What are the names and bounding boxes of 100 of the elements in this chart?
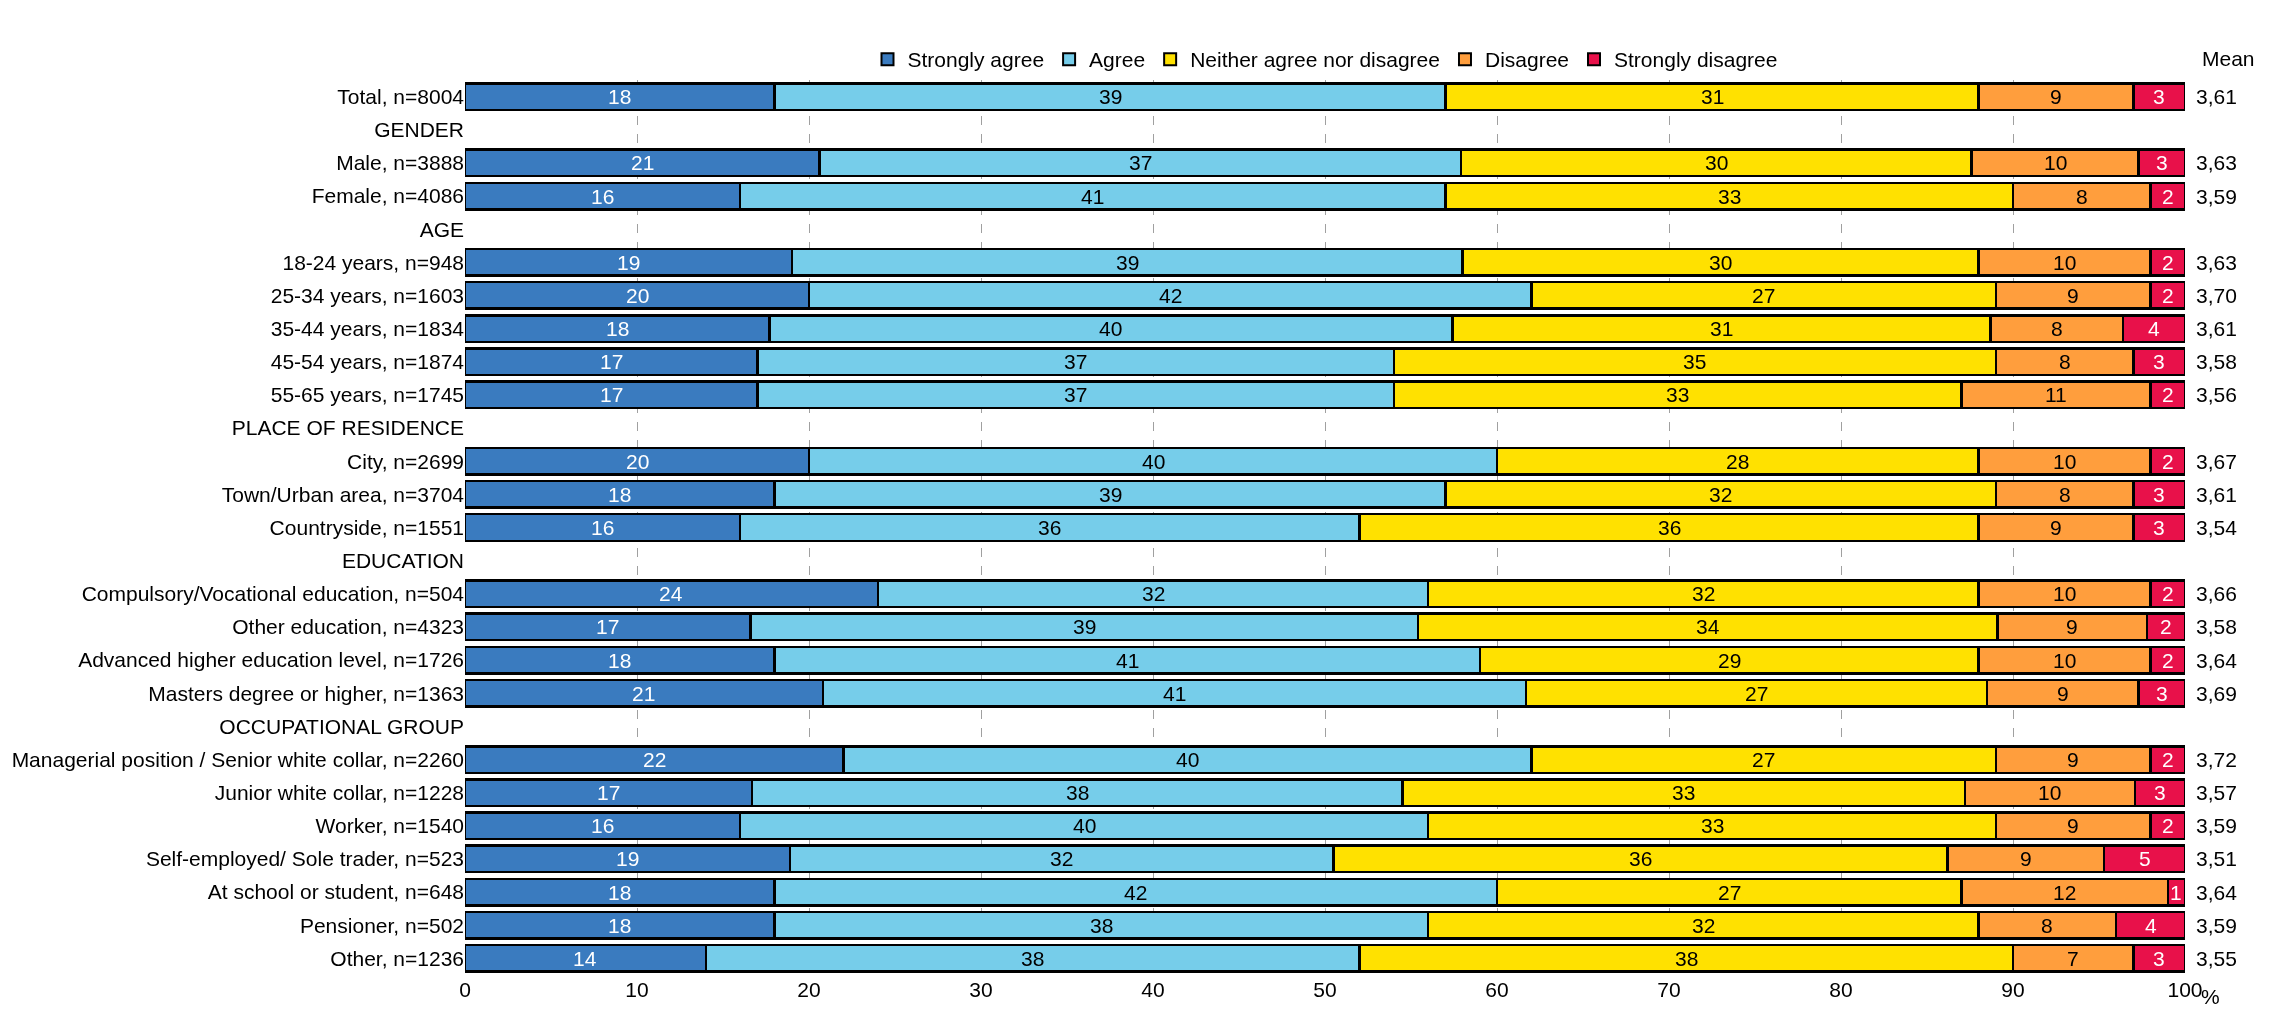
data-label: 8 [2059,350,2071,373]
data-label: 10 [2053,450,2077,473]
data-label: 21 [632,682,656,705]
data-label: 42 [1159,284,1183,307]
data-label: 34 [1696,615,1720,638]
x-axis-title: % [2201,985,2220,1008]
y-tick-label: Junior white collar, n=1228 [214,781,464,805]
data-label: 9 [2067,814,2079,837]
data-label: 20 [626,284,650,307]
data-label: 18 [608,85,632,108]
x-tick-label: 20 [797,978,821,1001]
y-tick-label: Managerial position / Senior white collar, n=2260 [11,747,464,771]
y-tick-label: OCCUPATIONAL GROUP [219,714,464,738]
data-label: 1 [2170,881,2182,904]
data-label: 10 [2053,582,2077,605]
data-label: 39 [1116,251,1140,274]
data-label: 18 [608,881,632,904]
data-label: 33 [1666,383,1690,406]
y-tick-label: Town/Urban area, n=3704 [221,482,465,506]
data-label: 16 [591,185,615,208]
data-label: 2 [2162,649,2174,672]
data-label: 9 [2067,748,2079,771]
data-label: 10 [2053,251,2077,274]
data-label: 41 [1081,185,1105,208]
data-label: 3 [2154,781,2166,804]
text: 3,67 [2196,450,2237,473]
data-label: 39 [1073,615,1097,638]
y-tick-label: 18-24 years, n=948 [282,250,464,274]
text: 3,63 [2196,251,2237,274]
text: 3,58 [2196,615,2237,638]
data-label: 32 [1692,582,1716,605]
legend-label: Neither agree nor disagree [1190,48,1440,72]
data-label: 9 [2057,682,2069,705]
data-label: 32 [1709,483,1733,506]
data-label: 8 [2041,914,2053,937]
data-label: 2 [2162,814,2174,837]
text: 3,54 [2196,516,2238,539]
data-label: 24 [659,582,683,605]
data-label: 5 [2139,847,2151,870]
data-label: 9 [2050,85,2062,108]
data-label: 40 [1099,317,1123,340]
y-tick-label: Female, n=4086 [311,184,464,208]
x-tick-label: 80 [1829,978,1853,1001]
data-label: 38 [1675,947,1699,970]
text: 3,59 [2196,185,2237,208]
y-tick-label: PLACE OF RESIDENCE [231,416,464,440]
data-label: 36 [1658,516,1682,539]
text: 3,61 [2196,483,2237,506]
data-label: 3 [2153,85,2165,108]
data-label: 3 [2153,947,2165,970]
data-label: 33 [1701,814,1725,837]
data-label: 3 [2153,483,2165,506]
x-tick-label: 100 [2167,978,2203,1001]
data-label: 27 [1752,748,1776,771]
y-tick-label: Other, n=1236 [330,946,464,970]
data-label: 41 [1116,649,1140,672]
y-tick-label: At school or student, n=648 [207,880,464,904]
y-tick-label: Pensioner, n=502 [299,913,464,937]
data-label: 2 [2162,450,2174,473]
text: Mean [2202,47,2255,70]
data-label: 32 [1142,582,1166,605]
y-tick-label: 35-44 years, n=1834 [270,316,465,340]
data-label: 18 [606,317,630,340]
text: 3,70 [2196,284,2237,307]
data-label: 32 [1050,847,1074,870]
data-label: 2 [2162,251,2174,274]
data-label: 39 [1099,483,1123,506]
data-label: 9 [2067,284,2079,307]
y-tick-label: City, n=2699 [347,449,464,473]
y-tick-label: Worker, n=1540 [315,814,464,838]
data-label: 2 [2162,582,2174,605]
data-label: 19 [616,847,640,870]
data-label: 40 [1142,450,1166,473]
data-label: 18 [608,483,632,506]
legend-label: Agree [1089,48,1146,72]
data-label: 8 [2051,317,2063,340]
x-tick-label: 50 [1313,978,1337,1001]
data-label: 29 [1718,649,1742,672]
data-label: 30 [1705,151,1729,174]
y-tick-label: AGE [419,217,464,241]
y-tick-label: Self-employed/ Sole trader, n=523 [145,847,464,871]
text: 3,64 [2196,881,2238,904]
legend-label: Disagree [1484,48,1570,72]
y-tick-label: Masters degree or higher, n=1363 [148,681,464,705]
data-label: 28 [1726,450,1750,473]
data-label: 3 [2156,682,2168,705]
y-tick-label: EDUCATION [341,549,464,572]
data-label: 2 [2162,748,2174,771]
y-tick-label: 45-54 years, n=1874 [270,350,465,374]
y-tick-label: GENDER [374,118,464,142]
x-tick-label: 40 [1141,978,1165,1001]
data-label: 2 [2162,383,2174,406]
text: 3,63 [2196,151,2237,174]
data-label: 36 [1629,847,1653,870]
data-label: 19 [617,251,641,274]
data-label: 35 [1683,350,1707,373]
data-label: 2 [2162,185,2174,208]
data-label: 39 [1099,85,1123,108]
data-label: 16 [591,516,615,539]
data-label: 14 [573,947,597,970]
